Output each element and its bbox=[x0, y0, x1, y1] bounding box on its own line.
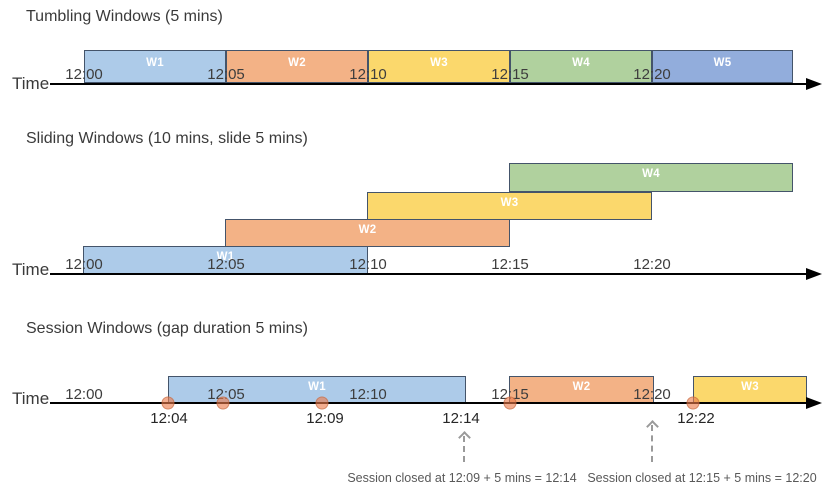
section-title-session: Session Windows (gap duration 5 mins) bbox=[26, 320, 308, 337]
event-time-label: 12:22 bbox=[677, 410, 715, 427]
axis-arrowhead-icon bbox=[806, 397, 822, 409]
event-dot bbox=[161, 396, 175, 410]
window-w3: W3 bbox=[367, 192, 652, 220]
event-time-label: 12:14 bbox=[442, 410, 480, 427]
window-label: W3 bbox=[430, 57, 448, 69]
window-w2: W2 bbox=[226, 50, 368, 83]
tick-label: 12:00 bbox=[65, 256, 103, 273]
window-label: W2 bbox=[358, 224, 377, 236]
event-time-label: 12:04 bbox=[150, 410, 188, 427]
axis-arrowhead-icon bbox=[806, 268, 822, 280]
tick-label: 12:00 bbox=[65, 66, 103, 83]
tick-label: 12:05 bbox=[207, 66, 245, 83]
window-w1: W1 bbox=[83, 246, 368, 274]
time-axis-label: Time bbox=[12, 389, 50, 408]
time-axis-line bbox=[50, 273, 808, 275]
section-title-tumbling: Tumbling Windows (5 mins) bbox=[26, 8, 223, 25]
tick-label: 12:05 bbox=[207, 386, 245, 403]
event-dot bbox=[216, 396, 230, 410]
window-w4: W4 bbox=[510, 50, 652, 83]
event-dot bbox=[686, 396, 700, 410]
tick-label: 12:15 bbox=[491, 66, 529, 83]
window-label: W1 bbox=[146, 57, 164, 69]
arrowhead-icon bbox=[646, 420, 659, 433]
window-w3: W3 bbox=[368, 50, 510, 83]
window-label: W5 bbox=[713, 57, 732, 69]
window-label: W2 bbox=[288, 57, 306, 69]
tick-label: 12:10 bbox=[349, 256, 387, 273]
tick-label: 12:15 bbox=[491, 256, 529, 273]
window-w3: W3 bbox=[693, 376, 807, 403]
window-w1: W1 bbox=[84, 50, 226, 83]
tick-label: 12:05 bbox=[207, 256, 245, 273]
event-time-label: 12:09 bbox=[306, 410, 344, 427]
arrowhead-icon bbox=[458, 431, 471, 444]
time-axis-label: Time bbox=[12, 260, 50, 279]
window-w5: W5 bbox=[652, 50, 793, 83]
time-axis-line bbox=[50, 402, 808, 404]
tick-label: 12:20 bbox=[633, 66, 671, 83]
session-close-annotation: Session closed at 12:15 + 5 mins = 12:20 bbox=[587, 471, 817, 485]
tick-label: 12:15 bbox=[491, 386, 529, 403]
up-arrow-icon bbox=[458, 431, 471, 462]
section-title-sliding: Sliding Windows (10 mins, slide 5 mins) bbox=[26, 130, 308, 147]
tick-label: 12:10 bbox=[349, 66, 387, 83]
window-label: W2 bbox=[572, 381, 591, 393]
event-dot bbox=[503, 396, 517, 410]
window-label: W4 bbox=[572, 57, 590, 69]
window-label: W3 bbox=[741, 381, 759, 393]
up-arrow-icon bbox=[646, 420, 659, 462]
axis-arrowhead-icon bbox=[806, 78, 822, 90]
window-label: W1 bbox=[216, 251, 235, 263]
event-dot bbox=[315, 396, 329, 410]
tick-label: 12:20 bbox=[633, 256, 671, 273]
window-label: W4 bbox=[642, 168, 660, 180]
window-w4: W4 bbox=[509, 163, 793, 192]
time-axis-label: Time bbox=[12, 74, 50, 93]
time-axis-line bbox=[50, 83, 808, 85]
tick-label: 12:10 bbox=[349, 386, 387, 403]
tick-label: 12:00 bbox=[65, 386, 103, 403]
session-close-annotation: Session closed at 12:09 + 5 mins = 12:14 bbox=[347, 471, 577, 485]
tick-label: 12:20 bbox=[633, 386, 671, 403]
window-label: W1 bbox=[308, 381, 326, 393]
window-label: W3 bbox=[500, 197, 519, 209]
window-w2: W2 bbox=[225, 219, 510, 247]
